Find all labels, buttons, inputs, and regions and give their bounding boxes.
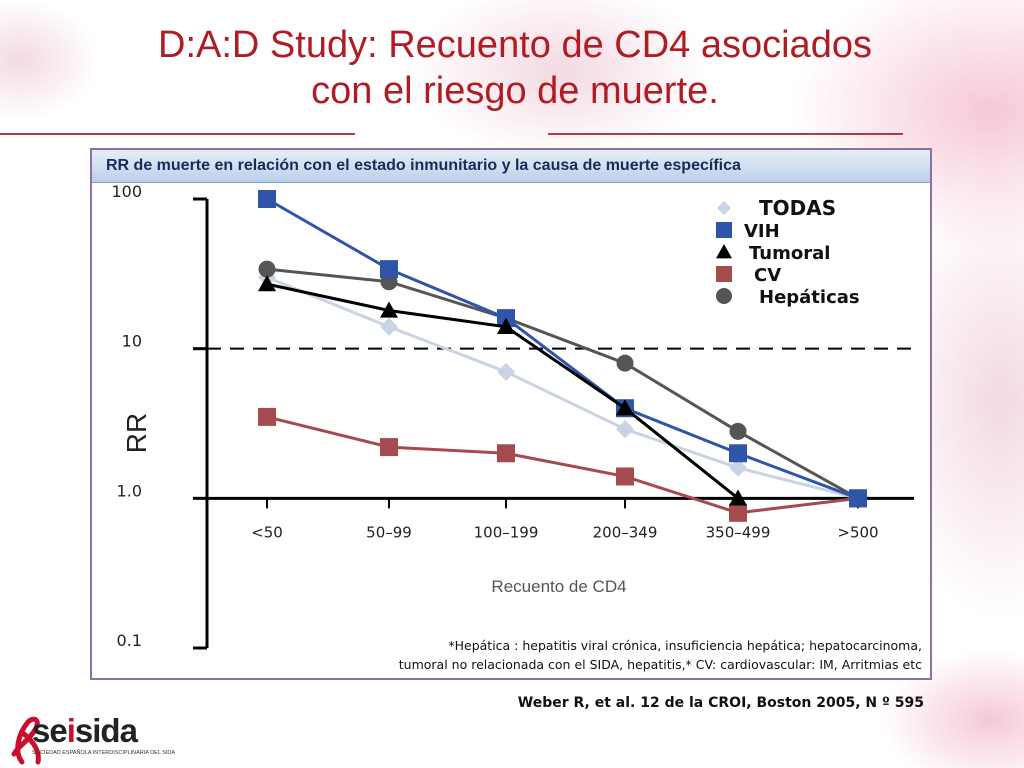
point-cv-2 — [497, 444, 515, 463]
series-line-cv — [266, 415, 859, 515]
point-cv-4 — [729, 503, 747, 522]
x-tick-label-4: 350–499 — [706, 523, 771, 541]
point-todas-3 — [616, 420, 634, 439]
legend-marker-todas — [717, 201, 731, 215]
footnote: *Hepática : hepatitis viral crónica, ins… — [362, 636, 922, 674]
point-tumoral-4 — [729, 489, 747, 506]
point-cv-1 — [380, 438, 398, 457]
point-todas-4 — [729, 458, 747, 477]
logo-tagline: SOCIEDAD ESPAÑOLA INTERDISCIPLINARIA DEL… — [32, 750, 176, 756]
legend-label-cv: CV — [754, 265, 781, 286]
x-tick-label-5: >500 — [837, 523, 878, 541]
legend-marker-tumoral — [716, 244, 732, 259]
footnote-line2: tumoral no relacionada con el SIDA, hepa… — [398, 657, 922, 672]
slide-title-line2: con el riesgo de muerte. — [311, 70, 719, 112]
x-tick-label-0: <50 — [251, 523, 283, 541]
x-tick-label-3: 200–349 — [593, 523, 658, 541]
slide-title-line1: D:A:D Study: Recuento de CD4 asociados — [158, 24, 872, 66]
logo-part-i: i — [66, 712, 76, 749]
point-vih-1 — [380, 260, 398, 279]
y-tick-label-3: 0.1 — [117, 631, 142, 650]
logo-wordmark: seisida — [32, 712, 138, 750]
legend-label-vih: VIH — [744, 221, 780, 242]
logo-part-sida: sida — [74, 712, 138, 749]
point-tumoral-2 — [497, 317, 515, 334]
point-hepticas-4 — [729, 422, 747, 440]
point-vih-5 — [849, 489, 867, 508]
point-cv-3 — [616, 467, 634, 486]
legend-label-tumoral: Tumoral — [749, 243, 830, 264]
point-hepticas-3 — [616, 354, 634, 372]
seisida-logo: seisida SOCIEDAD ESPAÑOLA INTERDISCIPLIN… — [10, 712, 175, 768]
point-tumoral-0 — [258, 275, 276, 292]
point-vih-4 — [729, 444, 747, 463]
series-line-todas — [266, 275, 859, 500]
title-rule-right — [548, 133, 903, 135]
series-line-vih — [266, 197, 859, 500]
y-tick-label-1: 10 — [122, 332, 142, 351]
rr-chart: 100 10 1.0 0.1 <50 50–99 100–199 200–349 350–499… — [111, 183, 914, 650]
legend-marker-cv — [716, 266, 732, 282]
point-cv-0 — [258, 407, 276, 426]
point-hepticas-0 — [258, 260, 276, 278]
y-axis-title: RR — [121, 413, 152, 453]
point-todas-1 — [380, 317, 398, 336]
logo-part-se: se — [32, 712, 68, 749]
point-vih-0 — [258, 190, 276, 208]
panel-header: RR de muerte en relación con el estado i… — [92, 150, 930, 183]
point-tumoral-1 — [380, 301, 398, 318]
x-tick-label-1: 50–99 — [366, 523, 412, 541]
point-todas-2 — [497, 362, 515, 381]
slide-title: D:A:D Study: Recuento de CD4 asociados c… — [60, 22, 970, 114]
x-axis-title: Recuento de CD4 — [491, 577, 626, 596]
point-tumoral-3 — [616, 399, 634, 416]
legend-label-hepticas: Hepáticas — [759, 287, 860, 308]
legend-label-todas: TODAS — [759, 196, 836, 220]
legend-marker-hepticas — [716, 288, 732, 304]
legend-marker-vih — [716, 222, 732, 238]
ribbon-icon — [11, 716, 41, 765]
chart-panel: RR de muerte en relación con el estado i… — [90, 148, 932, 680]
title-rule-left — [0, 133, 355, 135]
x-tick-label-2: 100–199 — [474, 523, 539, 541]
footnote-line1: *Hepática : hepatitis viral crónica, ins… — [448, 638, 922, 653]
y-tick-label-0: 100 — [111, 183, 142, 201]
citation: Weber R, et al. 12 de la CROI, Boston 20… — [517, 695, 924, 711]
y-tick-label-2: 1.0 — [117, 481, 142, 500]
series-line-hepticas — [266, 267, 859, 500]
